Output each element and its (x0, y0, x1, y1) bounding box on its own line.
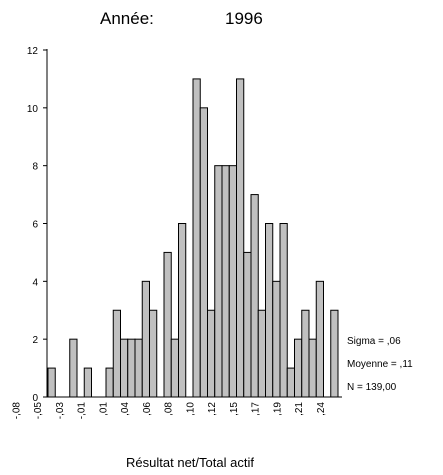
bar (134, 338, 143, 398)
bar (250, 194, 259, 398)
bar (301, 309, 310, 398)
x-tick-label: ,08 (164, 402, 175, 416)
x-tick-label: ,21 (294, 402, 305, 416)
y-tick-label: 2 (32, 335, 38, 346)
y-tick-label: 4 (32, 277, 38, 288)
bar (286, 367, 295, 398)
x-tick-label: ,24 (316, 402, 327, 416)
x-tick-label: ,15 (229, 402, 240, 416)
bar (47, 367, 56, 398)
bar (149, 309, 158, 398)
x-axis-title: Résultat net/Total actif (126, 455, 254, 470)
bar (120, 338, 129, 398)
bar (69, 338, 78, 398)
chart-subtitle: 1996 (225, 9, 263, 28)
bar (265, 223, 274, 398)
annotation: Sigma = ,06 (347, 336, 401, 347)
bar (141, 280, 150, 398)
bar (257, 309, 266, 398)
bar (214, 165, 223, 398)
x-tick-label: ,12 (207, 402, 218, 416)
bar (221, 165, 230, 398)
x-tick-label: -,01 (77, 402, 88, 420)
bar (315, 280, 324, 398)
bar (178, 223, 187, 398)
bar (236, 78, 245, 398)
x-tick-label: ,01 (98, 402, 109, 416)
bar (308, 338, 317, 398)
y-tick-label: 10 (27, 104, 39, 115)
x-tick-label: -,08 (11, 402, 22, 420)
x-tick-label: ,19 (272, 402, 283, 416)
bar (294, 338, 303, 398)
x-tick-label: ,06 (142, 402, 153, 416)
annotation: Moyenne = ,11 (347, 359, 413, 370)
bar (127, 338, 136, 398)
x-tick-label: -,05 (33, 402, 44, 420)
annotation: N = 139,00 (347, 382, 397, 393)
x-tick-label: -,03 (55, 402, 66, 420)
bar (279, 223, 288, 398)
bar (228, 165, 237, 398)
x-tick-label: ,04 (120, 402, 131, 416)
x-tick-label: ,17 (251, 402, 262, 416)
bar (170, 338, 179, 398)
bar (83, 367, 92, 398)
bar (105, 367, 114, 398)
bar (192, 78, 201, 398)
bar (163, 251, 172, 398)
bar (199, 107, 208, 398)
y-tick-label: 12 (27, 46, 39, 57)
y-tick-label: 8 (32, 162, 38, 173)
y-tick-label: 0 (32, 393, 38, 404)
bar (112, 309, 121, 398)
x-tick-label: ,10 (185, 402, 196, 416)
bar (330, 309, 339, 398)
bar (272, 280, 281, 398)
chart-title: Année: (100, 9, 154, 28)
bar (207, 309, 216, 398)
y-tick-label: 6 (32, 220, 38, 231)
bar (243, 251, 252, 398)
